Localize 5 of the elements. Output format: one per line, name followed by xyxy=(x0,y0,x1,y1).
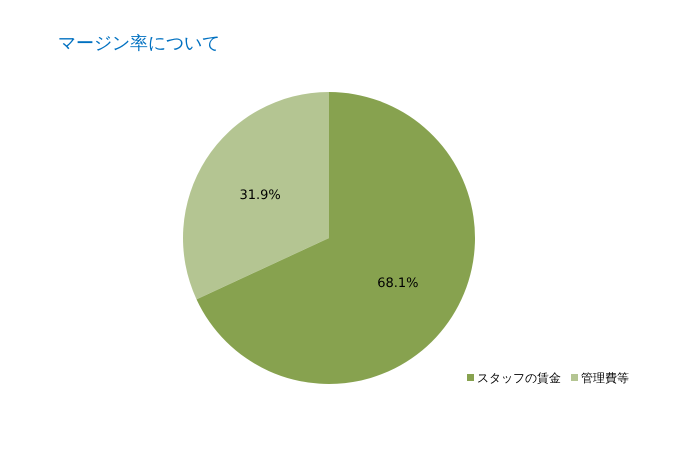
legend-label: スタッフの賃金 xyxy=(477,371,561,385)
data-label: 31.9% xyxy=(239,188,281,203)
chart-title: マージン率について xyxy=(58,33,220,54)
legend-label: 管理費等 xyxy=(581,371,629,385)
data-label: 68.1% xyxy=(377,276,419,292)
